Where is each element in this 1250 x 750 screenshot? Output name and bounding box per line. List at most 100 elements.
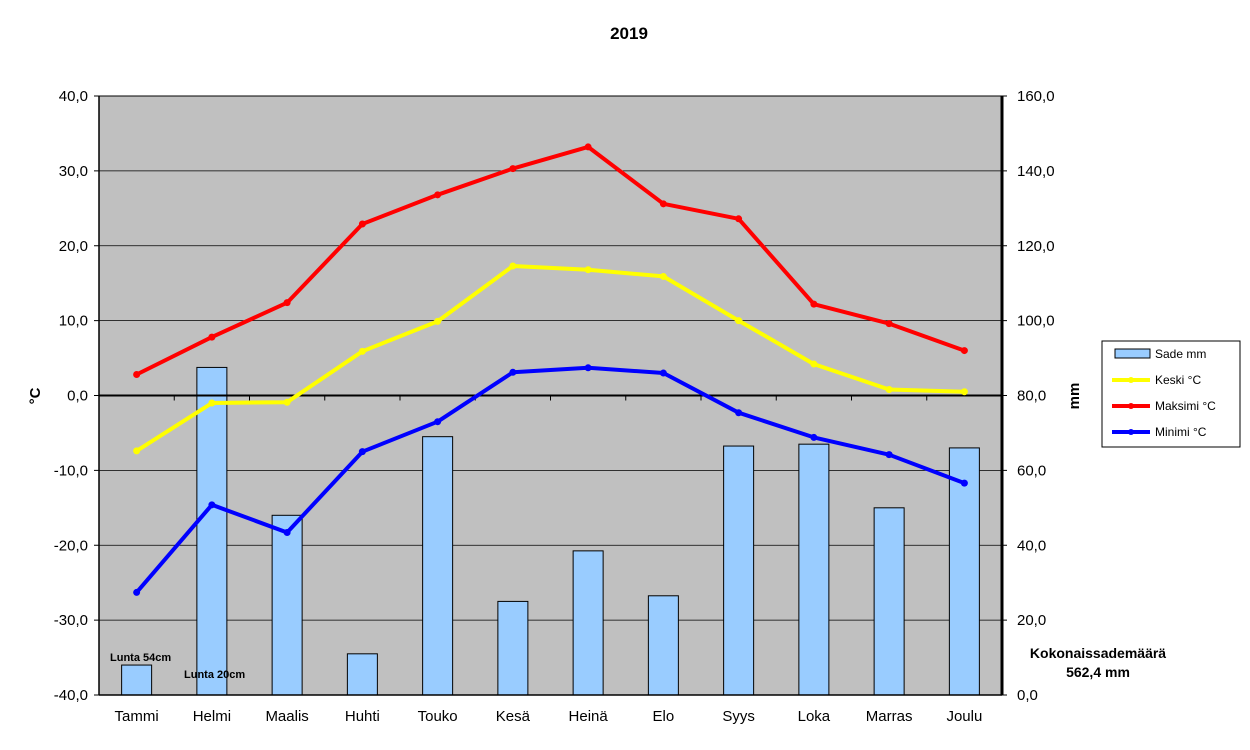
legend-label: Minimi °C xyxy=(1155,425,1207,439)
right-axis-ticks: 160,0 140,0 120,0 100,0 80,0 60,0 40,0 20,0 0,0 xyxy=(1002,88,1055,704)
x-tick-label: Helmi xyxy=(193,708,231,725)
total-precipitation-value: 562,4 mm xyxy=(1066,664,1130,680)
temperature-lines xyxy=(133,143,968,596)
bar-Touko xyxy=(422,436,454,696)
left-tick-label: -10,0 xyxy=(54,462,88,479)
chart-title: 2019 xyxy=(610,24,648,43)
annotations: Lunta 54cm Lunta 20cm xyxy=(110,652,245,681)
point-Maksimi °C xyxy=(358,220,366,228)
legend-swatch-marker xyxy=(1128,403,1134,409)
annotation: Lunta 54cm xyxy=(110,652,171,664)
left-tick-label: -20,0 xyxy=(54,537,88,554)
bar-Elo xyxy=(647,595,679,696)
right-tick-label: 0,0 xyxy=(1017,687,1038,704)
left-tick-label: 10,0 xyxy=(59,313,88,330)
legend-label: Keski °C xyxy=(1155,373,1201,387)
point-Keski °C xyxy=(133,447,141,455)
point-Minimi °C xyxy=(885,451,893,459)
point-Keski °C xyxy=(735,317,743,325)
x-tick-label: Joulu xyxy=(946,708,982,725)
legend-label: Sade mm xyxy=(1155,347,1206,361)
left-tick-label: -40,0 xyxy=(54,687,88,704)
point-Keski °C xyxy=(434,317,442,325)
left-axis-ticks: 40,0 30,0 20,0 10,0 0,0 -10,0 -20,0 -30,0 -40,0 xyxy=(54,88,99,704)
point-Maksimi °C xyxy=(283,299,291,307)
bar-Tammi xyxy=(121,664,153,696)
bar-Marras xyxy=(873,507,905,696)
point-Maksimi °C xyxy=(584,143,592,151)
bar-Syys xyxy=(723,445,755,696)
bar-Kesä xyxy=(497,600,529,696)
point-Keski °C xyxy=(509,262,517,270)
right-tick-label: 160,0 xyxy=(1017,88,1055,105)
x-tick-label: Syys xyxy=(722,708,755,725)
x-tick-label: Kesä xyxy=(496,708,531,725)
point-Keski °C xyxy=(810,360,818,368)
bar-Loka xyxy=(798,443,830,696)
legend-swatch-marker xyxy=(1128,429,1134,435)
point-Maksimi °C xyxy=(208,333,216,341)
annotation: Lunta 20cm xyxy=(184,669,245,681)
x-tick-label: Tammi xyxy=(115,708,159,725)
point-Keski °C xyxy=(283,398,291,406)
point-Maksimi °C xyxy=(434,191,442,199)
point-Keski °C xyxy=(659,272,667,280)
legend-swatch-bar xyxy=(1114,348,1151,359)
x-tick-label: Marras xyxy=(866,708,913,725)
x-tick-label: Elo xyxy=(653,708,675,725)
left-axis-label: °C xyxy=(27,387,44,404)
point-Keski °C xyxy=(584,266,592,274)
line-Maksimi °C xyxy=(135,144,966,377)
point-Minimi °C xyxy=(810,433,818,441)
x-tick-label: Heinä xyxy=(569,708,609,725)
legend-label: Maksimi °C xyxy=(1155,399,1216,413)
x-tick-label: Loka xyxy=(798,708,831,725)
total-precipitation-label: Kokonaissademäärä xyxy=(1030,645,1166,661)
point-Maksimi °C xyxy=(960,347,968,355)
x-tick-label: Huhti xyxy=(345,708,380,725)
right-tick-label: 60,0 xyxy=(1017,462,1046,479)
right-tick-label: 20,0 xyxy=(1017,612,1046,629)
point-Maksimi °C xyxy=(735,215,743,223)
left-tick-label: 40,0 xyxy=(59,88,88,105)
right-tick-label: 80,0 xyxy=(1017,388,1046,405)
left-tick-label: -30,0 xyxy=(54,612,88,629)
bar-Joulu xyxy=(948,447,980,696)
right-axis-label: mm xyxy=(1066,383,1083,410)
point-Keski °C xyxy=(208,399,216,407)
point-Keski °C xyxy=(885,386,893,394)
line-Keski °C xyxy=(135,264,965,453)
point-Maksimi °C xyxy=(133,371,141,379)
point-Minimi °C xyxy=(208,501,216,509)
legend-box xyxy=(1101,340,1241,448)
legend: Sade mm Keski °C Maksimi °C Minimi °C xyxy=(1101,340,1241,448)
point-Minimi °C xyxy=(434,418,442,426)
legend-swatch-marker xyxy=(1128,377,1134,383)
point-Keski °C xyxy=(960,388,968,396)
point-Minimi °C xyxy=(358,448,366,456)
bar-Helmi xyxy=(196,366,228,696)
point-Maksimi °C xyxy=(810,300,818,308)
bar-Heinä xyxy=(572,550,604,696)
right-tick-label: 120,0 xyxy=(1017,238,1055,255)
x-tick-label: Maalis xyxy=(265,708,308,725)
point-Minimi °C xyxy=(133,588,141,596)
left-tick-label: 0,0 xyxy=(67,388,88,405)
point-Maksimi °C xyxy=(885,320,893,328)
right-tick-label: 40,0 xyxy=(1017,537,1046,554)
x-tick-label: Touko xyxy=(418,708,458,725)
point-Minimi °C xyxy=(735,409,743,417)
bar-Huhti xyxy=(346,653,378,696)
left-tick-label: 30,0 xyxy=(59,163,88,180)
point-Minimi °C xyxy=(509,368,517,376)
point-Maksimi °C xyxy=(659,200,667,208)
x-axis-ticks: Tammi Helmi Maalis Huhti Touko Kesä Heinä Elo Sy… xyxy=(115,708,983,725)
point-Minimi °C xyxy=(283,529,291,537)
right-tick-label: 100,0 xyxy=(1017,313,1055,330)
point-Minimi °C xyxy=(659,369,667,377)
point-Keski °C xyxy=(358,347,366,355)
point-Minimi °C xyxy=(584,364,592,372)
bar-Maalis xyxy=(271,514,303,696)
line-Minimi °C xyxy=(135,365,966,594)
